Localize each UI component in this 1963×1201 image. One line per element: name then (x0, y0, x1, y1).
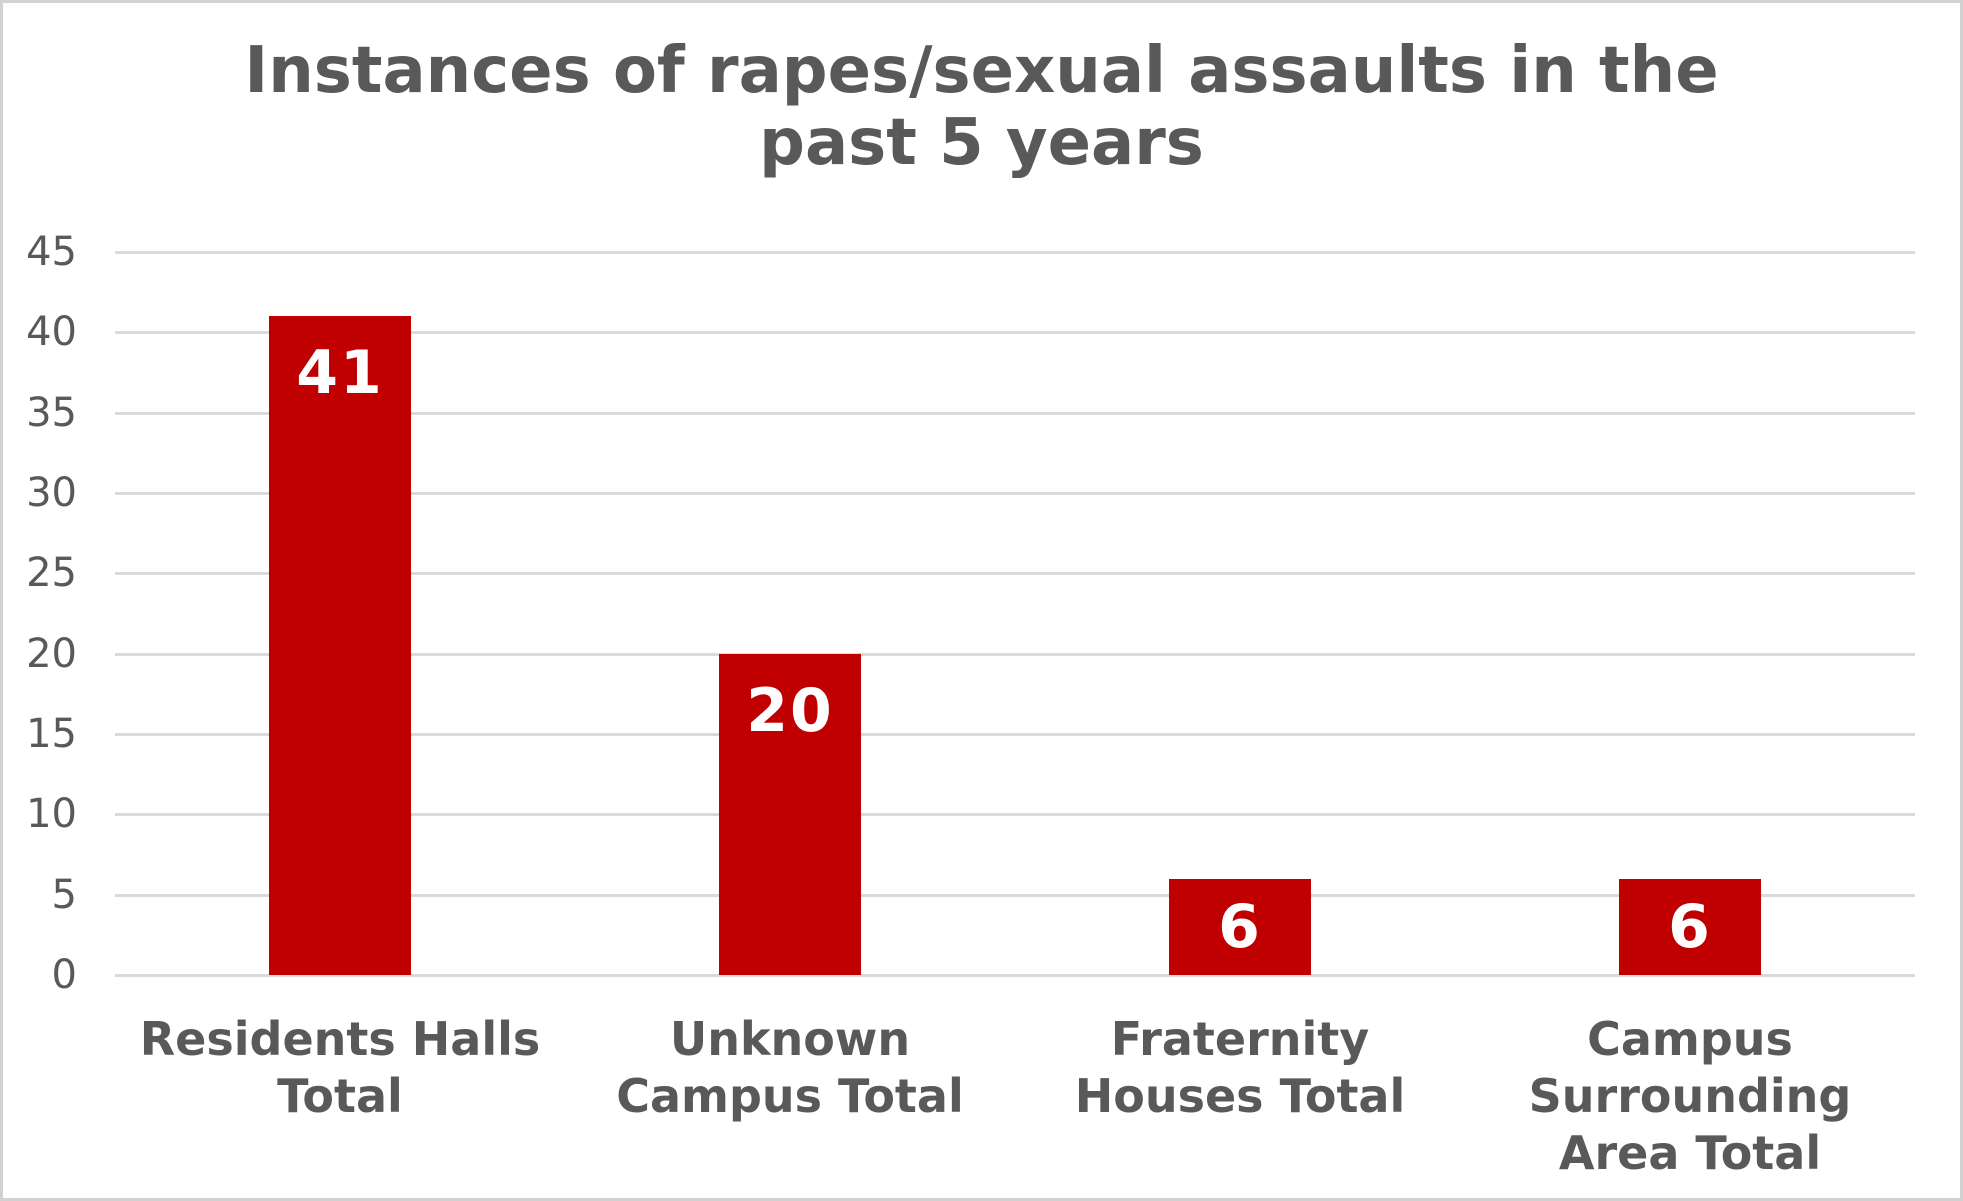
x-category-label-residents-halls-total: Residents Halls Total (139, 1012, 541, 1123)
bar-campus-surrounding-area-total: 6 (1619, 878, 1761, 975)
gridline-y-5 (115, 893, 1915, 897)
y-tick-label-45: 45 (26, 229, 77, 275)
y-tick-label-0: 0 (51, 952, 77, 998)
x-category-label-campus-surrounding-area-total: Campus Surrounding Area Total (1528, 1012, 1852, 1180)
bar-data-label: 41 (296, 338, 384, 409)
bar-residents-halls-total: 41 (269, 316, 411, 975)
y-tick-label-30: 30 (26, 470, 77, 516)
y-tick-label-35: 35 (26, 389, 77, 436)
gridline-y-25 (115, 572, 1915, 576)
bar-data-label: 6 (1218, 891, 1262, 962)
gridline-y-0 (115, 974, 1915, 977)
gridline-y-20 (115, 652, 1915, 656)
y-tick-label-10: 10 (26, 791, 77, 838)
y-tick-label-20: 20 (26, 630, 77, 677)
x-category-label-fraternity-houses-total: Fraternity Houses Total (1074, 1012, 1406, 1123)
gridline-y-10 (115, 813, 1915, 817)
y-tick-label-40: 40 (26, 309, 77, 356)
y-tick-label-5: 5 (51, 871, 77, 918)
gridline-y-45 (115, 251, 1915, 254)
y-tick-label-15: 15 (26, 711, 77, 757)
gridline-y-30 (115, 492, 1915, 495)
y-tick-label-25: 25 (26, 550, 77, 597)
gridline-y-40 (115, 331, 1915, 335)
bar-unknown-campus-total: 20 (719, 653, 861, 975)
bar-data-label: 6 (1668, 891, 1712, 962)
gridline-y-35 (115, 411, 1915, 415)
gridline-y-15 (115, 733, 1915, 736)
bar-data-label: 20 (746, 675, 834, 746)
x-category-label-unknown-campus-total: Unknown Campus Total (616, 1012, 964, 1123)
bar-fraternity-houses-total: 6 (1169, 878, 1311, 975)
chart-title: Instances of rapes/sexual assaults in th… (244, 34, 1719, 180)
